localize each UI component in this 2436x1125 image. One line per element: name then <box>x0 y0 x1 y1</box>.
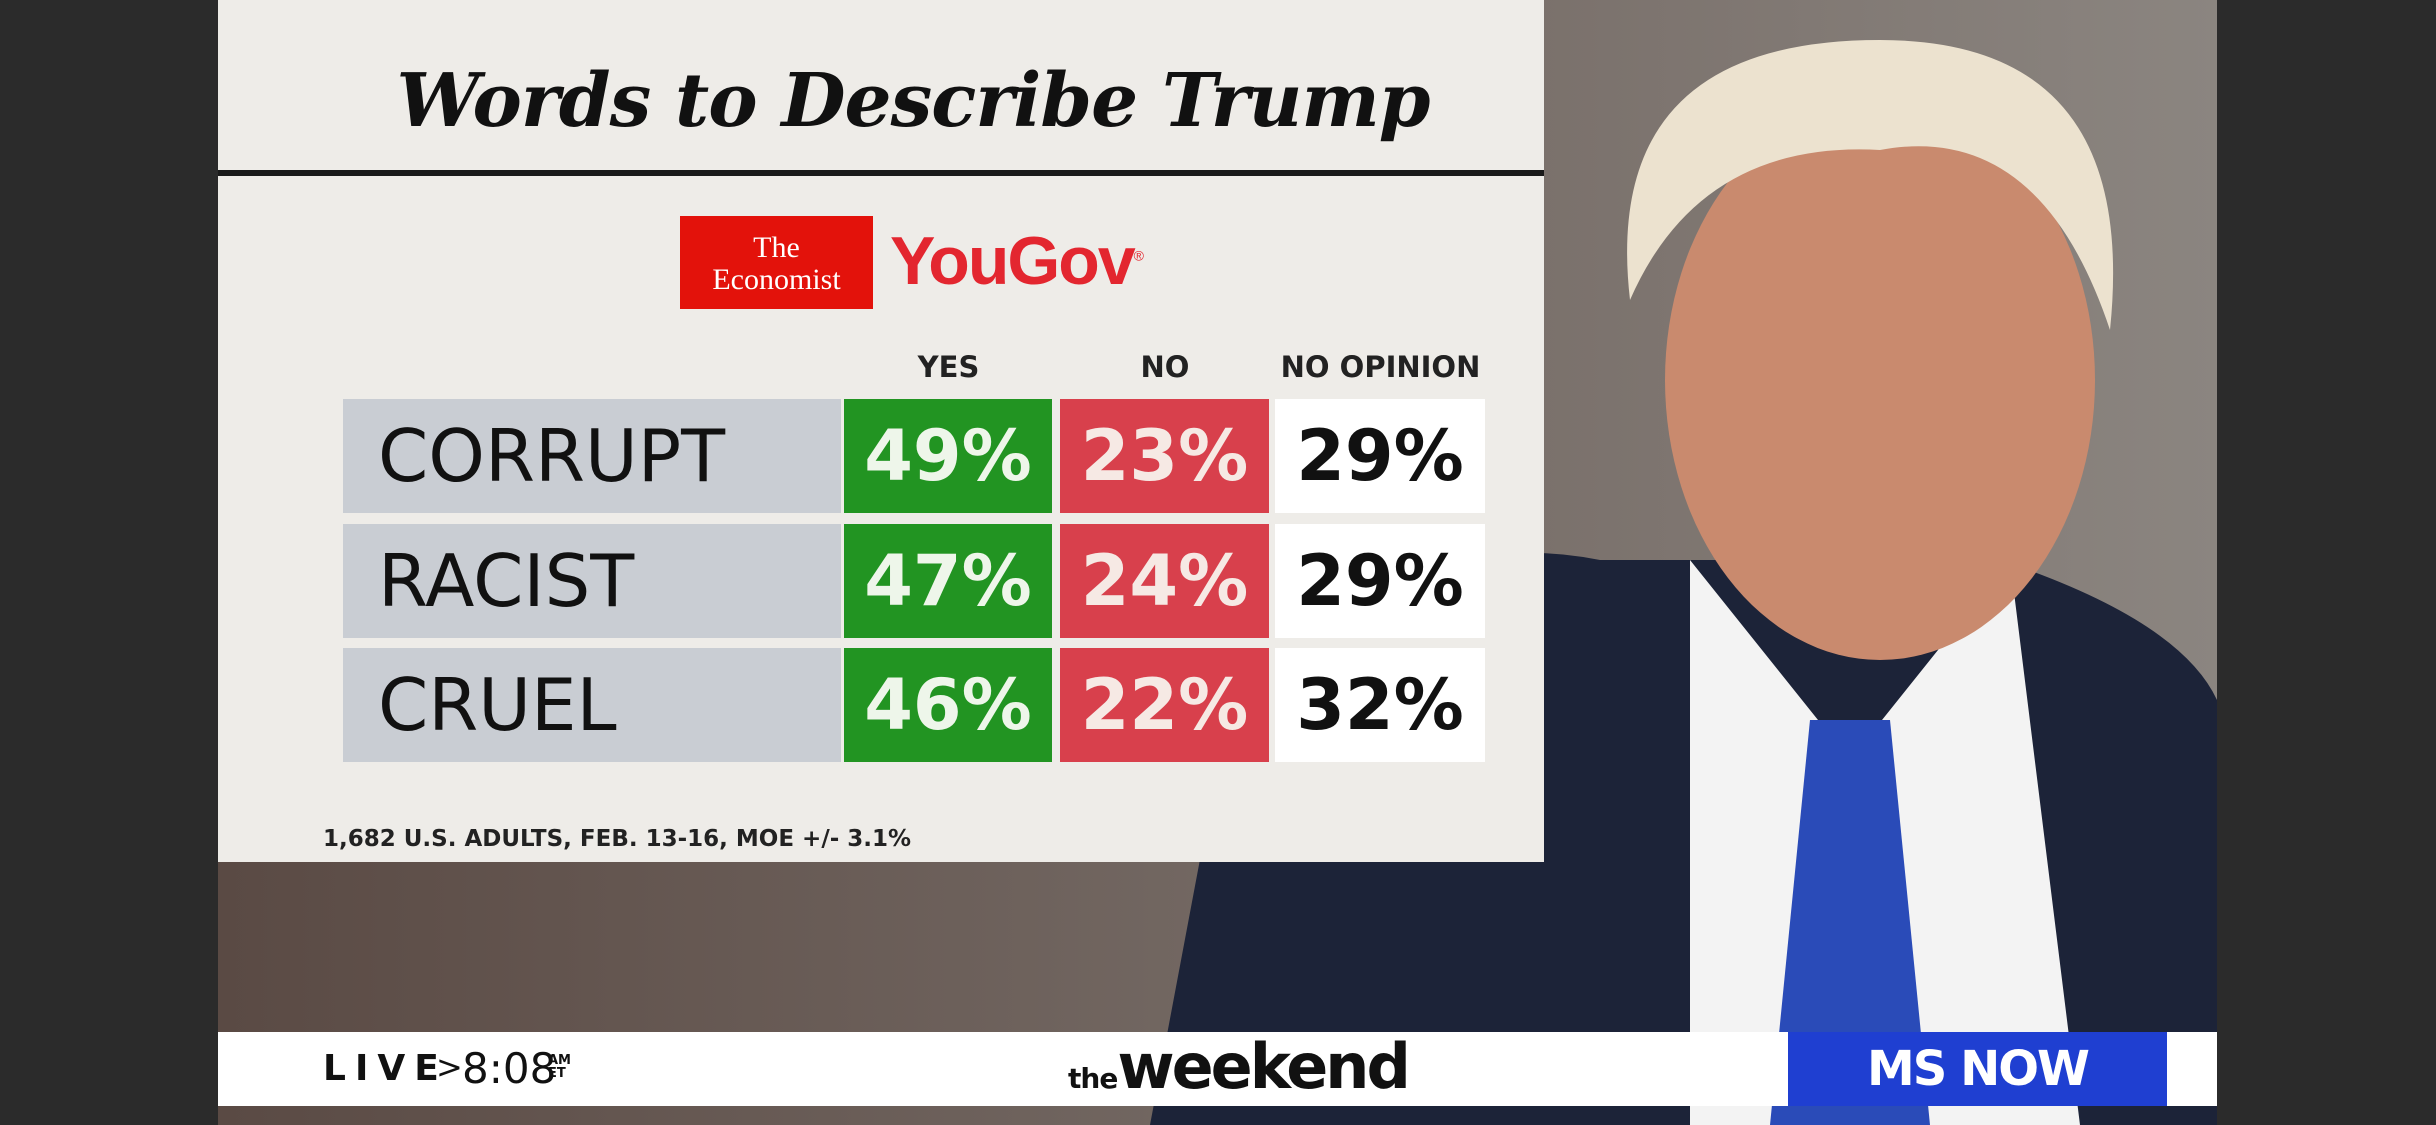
value-cell: 29% <box>1275 399 1485 513</box>
value-cell: 46% <box>844 648 1052 762</box>
clock: 8:08 <box>462 1044 557 1093</box>
show-prefix: the <box>1068 1062 1118 1095</box>
value-cell: 47% <box>844 524 1052 638</box>
title-rule <box>218 170 1544 176</box>
logo-text: YouGov <box>890 223 1136 299</box>
value-cell: 49% <box>844 399 1052 513</box>
column-header: NO <box>1140 350 1190 384</box>
value-cell: 29% <box>1275 524 1485 638</box>
value-cell: 23% <box>1060 399 1269 513</box>
value-cell: 32% <box>1275 648 1485 762</box>
column-header: YES <box>917 350 980 384</box>
value-cell: 22% <box>1060 648 1269 762</box>
row-label: RACIST <box>343 524 841 638</box>
row-label: CRUEL <box>343 648 841 762</box>
show-logo: theweekend <box>1068 1030 1411 1103</box>
clock-suffix: AM ET <box>548 1054 571 1080</box>
et: ET <box>548 1066 566 1081</box>
column-header: NO OPINION <box>1280 350 1481 384</box>
am: AM <box>548 1053 571 1068</box>
separator: > <box>436 1048 463 1086</box>
yougov-logo: YouGov® <box>890 222 1144 300</box>
economist-logo: The Economist <box>680 216 873 309</box>
live-label: LIVE <box>323 1048 448 1089</box>
title: Words to Describe Trump <box>396 58 1430 144</box>
logo-text: The <box>753 231 800 264</box>
network-logo: MS NOW <box>1788 1032 2167 1106</box>
footnote: 1,682 U.S. ADULTS, FEB. 13-16, MOE +/- 3… <box>323 826 912 852</box>
value-cell: 24% <box>1060 524 1269 638</box>
show-name: weekend <box>1117 1030 1411 1103</box>
logo-mark: ® <box>1133 247 1144 264</box>
row-label: CORRUPT <box>343 399 841 513</box>
logo-text: Economist <box>712 263 841 296</box>
